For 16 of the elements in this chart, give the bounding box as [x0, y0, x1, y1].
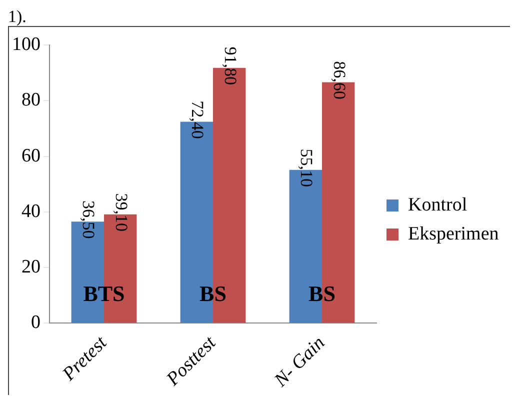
y-tick-label: 0 [31, 312, 40, 334]
legend-label: Kontrol [408, 194, 468, 216]
data-label: 72,40 [188, 100, 208, 139]
data-label: 39,10 [112, 193, 131, 232]
text: 1). [8, 7, 28, 26]
y-tick-label: 80 [22, 90, 40, 111]
y-tick-label: 60 [22, 145, 40, 166]
data-label: 86,60 [330, 61, 349, 100]
legend-label: Eksperimen [408, 223, 500, 244]
y-tick-label: 100 [12, 34, 40, 55]
y-tick-label: 40 [22, 200, 40, 222]
data-label: 36,50 [79, 200, 98, 239]
x-tick-label: N- Gain [270, 332, 330, 392]
data-label: 55,10 [297, 148, 316, 188]
data-label: 91,80 [220, 46, 240, 85]
y-tick-label: 20 [22, 256, 40, 278]
